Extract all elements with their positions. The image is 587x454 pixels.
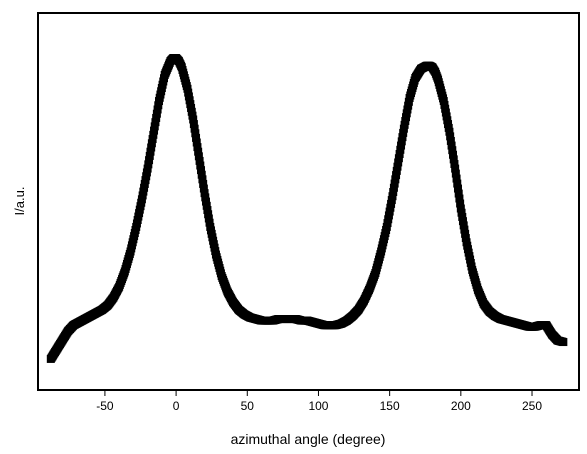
data-point (391, 175, 400, 184)
data-point (457, 208, 466, 217)
data-point (389, 188, 398, 196)
data-point (451, 164, 460, 173)
data-point (456, 204, 465, 213)
data-point (150, 126, 159, 135)
x-axis-ticks: -50 0 50 100 150 200 250 (96, 390, 542, 413)
data-point (152, 109, 161, 118)
data-point (191, 129, 200, 138)
data-point (392, 171, 401, 180)
data-point (192, 133, 201, 142)
data-point (189, 120, 198, 129)
data-point (204, 210, 213, 219)
data-point (454, 189, 463, 198)
data-point (389, 183, 398, 192)
data-point (453, 179, 462, 188)
data-point (460, 225, 469, 234)
data-point (458, 217, 467, 226)
data-point (395, 150, 404, 159)
data-point (452, 174, 461, 183)
x-tick-label: 200 (451, 399, 471, 413)
data-point (197, 170, 206, 179)
data-point (145, 151, 154, 160)
data-point (199, 179, 208, 188)
data-point (146, 147, 155, 156)
data-point (559, 338, 568, 347)
data-point (202, 201, 211, 210)
data-point (399, 128, 408, 137)
data-point (398, 133, 407, 142)
data-point (200, 189, 209, 198)
data-point (393, 162, 402, 171)
x-tick-label: 0 (173, 399, 180, 413)
data-point (453, 184, 462, 193)
data-point (451, 169, 460, 178)
data-point (148, 135, 157, 144)
data-point (394, 158, 403, 167)
data-point (458, 212, 467, 221)
data-point (201, 193, 210, 202)
data-point (198, 175, 207, 184)
data-point (397, 141, 406, 150)
data-point (392, 166, 401, 175)
data-point (456, 199, 465, 208)
data-point (448, 146, 457, 155)
data-point (193, 143, 202, 152)
data-point (190, 124, 199, 133)
x-tick-label: 50 (241, 399, 255, 413)
data-point (144, 160, 153, 169)
x-tick-label: 100 (308, 399, 328, 413)
data-point (461, 229, 470, 238)
data-point (390, 179, 399, 188)
data-point (204, 214, 213, 223)
data-point (446, 136, 455, 145)
data-point (201, 197, 210, 206)
data-point (145, 156, 154, 165)
data-point (199, 184, 208, 193)
data-point (455, 194, 464, 203)
data-point (147, 143, 156, 152)
marks-layer (46, 54, 568, 363)
data-point (154, 101, 163, 110)
data-point (205, 218, 214, 227)
data-point (194, 147, 203, 156)
x-tick-label: -50 (96, 399, 114, 413)
data-point (394, 154, 403, 163)
data-point (449, 155, 458, 164)
data-point (152, 113, 161, 122)
x-tick-label: 150 (380, 399, 400, 413)
data-point (397, 137, 406, 146)
data-point (151, 118, 160, 127)
data-point (461, 234, 470, 243)
data-point (147, 139, 156, 148)
data-point (203, 206, 212, 215)
data-point (197, 166, 206, 175)
data-point (153, 105, 162, 114)
data-point (445, 127, 454, 136)
data-point (388, 192, 397, 201)
data-point (449, 150, 457, 159)
data-point (189, 115, 198, 124)
data-point (149, 130, 158, 139)
data-point (196, 161, 205, 170)
data-point (192, 138, 201, 147)
data-point (150, 122, 159, 131)
data-point (195, 156, 204, 165)
data-point (143, 164, 152, 173)
data-point (194, 152, 203, 161)
data-point (396, 145, 405, 154)
x-axis-title: azimuthal angle (degree) (231, 431, 386, 447)
data-point (446, 132, 455, 141)
data-point (459, 221, 468, 230)
y-axis-title: I/a.u. (12, 187, 27, 216)
x-tick-label: 250 (522, 399, 542, 413)
data-point (450, 159, 459, 168)
plot-frame (37, 12, 580, 391)
data-point (447, 141, 456, 150)
